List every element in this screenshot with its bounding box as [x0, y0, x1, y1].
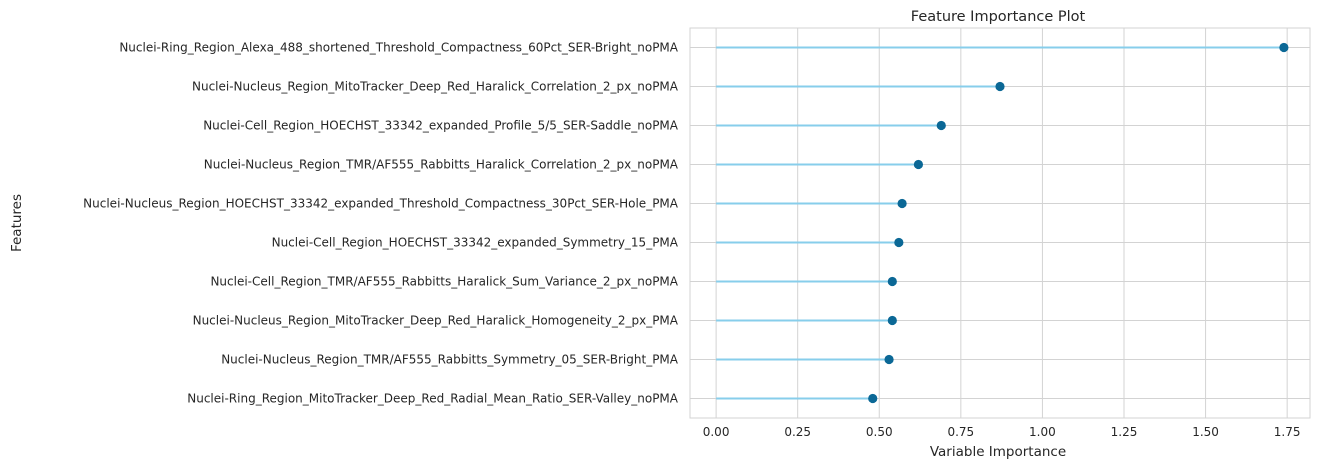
feature-label: Nuclei-Ring_Region_Alexa_488_shortened_T…: [119, 41, 678, 55]
feature-label: Nuclei-Cell_Region_HOECHST_33342_expande…: [203, 119, 679, 133]
importance-point: [913, 159, 924, 170]
plot-frame: [689, 27, 1311, 419]
importance-point: [1279, 42, 1289, 53]
importance-point: [897, 198, 907, 209]
x-tick-label: 1.75: [1274, 425, 1301, 439]
feature-label: Nuclei-Nucleus_Region_MitoTracker_Deep_R…: [192, 80, 679, 94]
x-tick-label: 0.75: [947, 425, 974, 439]
chart-title: Feature Importance Plot: [911, 9, 1086, 25]
y-axis-title: Features: [9, 194, 25, 252]
feature-label: Nuclei-Nucleus_Region_HOECHST_33342_expa…: [83, 197, 679, 211]
feature-label: Nuclei-Nucleus_Region_TMR/AF555_Rabbitts…: [221, 353, 679, 367]
stems: [716, 46, 1284, 400]
plot-area: [690, 28, 1310, 418]
importance-point: [884, 354, 894, 365]
feature-label: Nuclei-Ring_Region_MitoTracker_Deep_Red_…: [187, 392, 679, 406]
feature-label: Nuclei-Nucleus_Region_MitoTracker_Deep_R…: [193, 314, 679, 328]
feature-label: Nuclei-Cell_Region_HOECHST_33342_expande…: [272, 236, 679, 250]
importance-point: [868, 393, 878, 404]
importance-point: [887, 315, 897, 326]
x-tick-label: 1.50: [1192, 425, 1219, 439]
importance-point: [936, 120, 946, 131]
markers: [868, 42, 1289, 404]
feature-label: Nuclei-Cell_Region_TMR/AF555_Rabbitts_Ha…: [210, 275, 678, 289]
x-axis-title: Variable Importance: [930, 444, 1066, 460]
importance-point: [887, 276, 897, 287]
y-tick-labels: Nuclei-Ring_Region_Alexa_488_shortened_T…: [83, 41, 679, 406]
x-tick-label: 0.50: [866, 425, 893, 439]
x-tick-label: 1.00: [1029, 425, 1056, 439]
importance-point: [894, 237, 904, 248]
x-tick-labels: 0.00 0.25 0.50 0.75 1.00 1.25 1.50 1.75: [703, 425, 1301, 439]
feature-label: Nuclei-Nucleus_Region_TMR/AF555_Rabbitts…: [204, 158, 679, 172]
x-tick-label: 1.25: [1111, 425, 1138, 439]
x-tick-label: 0.00: [703, 425, 730, 439]
x-tick-label: 0.25: [784, 425, 811, 439]
importance-point: [995, 81, 1005, 92]
